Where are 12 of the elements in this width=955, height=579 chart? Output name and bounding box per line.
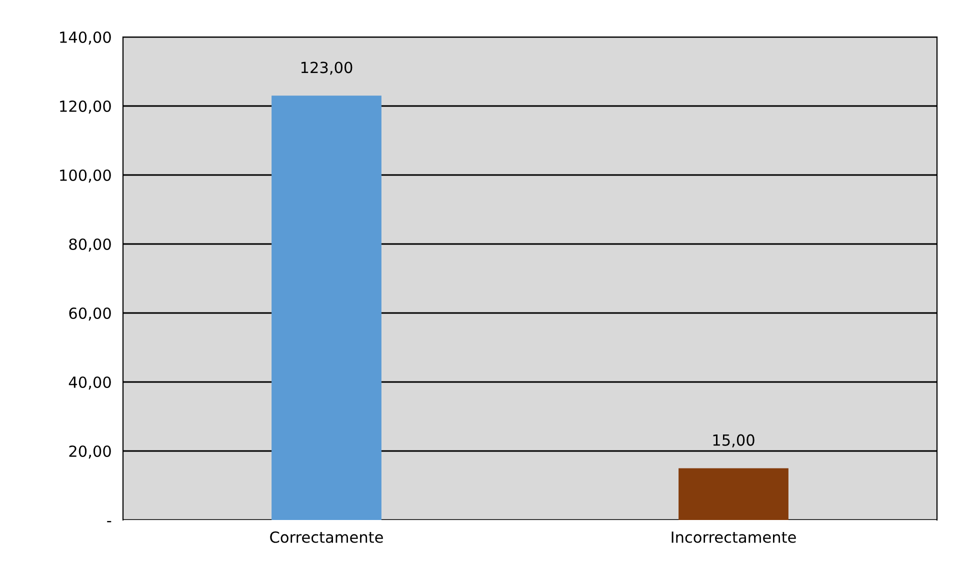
y-tick-label: 20,00 xyxy=(69,445,111,459)
y-tick-label: 100,00 xyxy=(60,169,111,183)
y-tick-label: 120,00 xyxy=(60,100,111,114)
y-tick-label: 140,00 xyxy=(60,31,111,45)
data-label: 15,00 xyxy=(713,434,754,448)
y-tick-label: 80,00 xyxy=(69,238,111,252)
y-tick-label: - xyxy=(107,521,112,522)
y-tick-label: 60,00 xyxy=(69,307,111,321)
y-tick-label: 40,00 xyxy=(68,376,111,390)
data-label: 123,00 xyxy=(301,62,352,75)
x-tick-label: Incorrectamente xyxy=(672,532,796,543)
x-tick-label: Correctamente xyxy=(270,531,383,543)
